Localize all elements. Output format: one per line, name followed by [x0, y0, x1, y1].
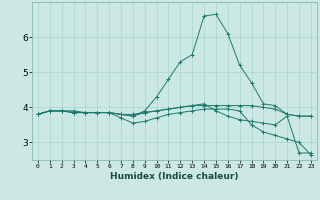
- X-axis label: Humidex (Indice chaleur): Humidex (Indice chaleur): [110, 172, 239, 181]
